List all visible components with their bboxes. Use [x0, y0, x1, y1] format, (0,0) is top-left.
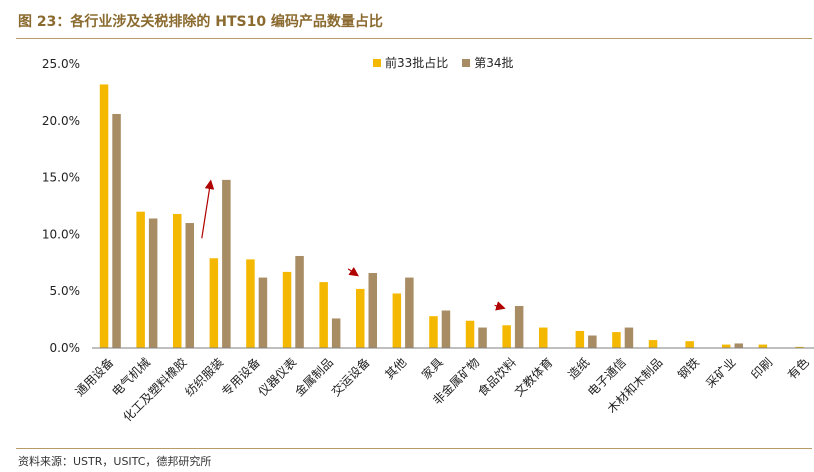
y-tick-label: 20.0% [42, 114, 80, 128]
bar-series2 [478, 327, 487, 348]
bar-chart: 0.0% 5.0% 10.0% 15.0% 20.0% 25.0% 通用设备电气机械化工及… [42, 57, 814, 425]
bar-series2 [734, 343, 743, 348]
bar-series1 [282, 271, 292, 348]
y-tick-label: 10.0% [42, 227, 80, 241]
x-tick-label: 造纸 [565, 355, 592, 382]
bar-series1 [99, 84, 109, 348]
bar-series1 [722, 344, 731, 348]
bar-series1 [795, 346, 804, 348]
x-tick-label: 食品饮料 [474, 355, 519, 400]
annotation-arrow [494, 301, 506, 311]
annotation-arrow [347, 266, 359, 277]
x-tick-label: 交运设备 [328, 355, 373, 400]
bar-series2 [222, 179, 231, 348]
bar-series1 [539, 327, 548, 348]
bar-series2 [185, 223, 194, 348]
x-tick-label: 采矿业 [703, 355, 738, 390]
x-tick-label: 印刷 [748, 355, 775, 382]
bars [99, 84, 804, 348]
y-tick-label: 15.0% [42, 171, 80, 185]
x-tick-label: 纺织服装 [182, 355, 226, 399]
x-tick-label: 文教体育 [511, 355, 556, 400]
legend-label-series1: 前33批占比 [385, 56, 449, 70]
y-tick-label: 25.0% [42, 57, 80, 71]
title-divider [16, 38, 812, 39]
y-axis-ticks: 0.0% 5.0% 10.0% 15.0% 20.0% 25.0% [42, 57, 80, 355]
bar-series2 [148, 218, 158, 348]
bar-series2 [112, 113, 121, 348]
bar-series2 [295, 255, 304, 348]
x-tick-label: 化工及塑料橡胶 [120, 355, 190, 425]
bar-series1 [429, 316, 438, 348]
annotation-arrow [201, 179, 215, 239]
legend: 前33批占比 第34批 [373, 54, 514, 71]
bar-series1 [136, 211, 145, 348]
bar-series1 [685, 341, 694, 348]
bar-series1 [648, 340, 658, 348]
x-tick-label: 有色 [785, 355, 812, 382]
x-tick-label: 金属制品 [291, 355, 336, 400]
bar-series2 [258, 277, 268, 348]
legend-item-series2: 第34批 [462, 54, 514, 71]
bar-series2 [441, 310, 451, 348]
source-note: 资料来源：USTR，USITC，德邦研究所 [18, 455, 212, 468]
chart-title: 图 23：各行业涉及关税排除的 HTS10 编码产品数量占比 [18, 14, 383, 30]
bar-series1 [612, 332, 621, 348]
y-tick-label: 5.0% [50, 284, 81, 298]
bar-series2 [405, 277, 414, 348]
legend-swatch-series1 [373, 58, 381, 67]
bar-series1 [356, 288, 365, 348]
bar-series1 [246, 259, 255, 348]
x-tick-label: 家具 [418, 355, 446, 383]
bar-series1 [392, 293, 402, 348]
bar-series1 [173, 213, 182, 348]
x-tick-label: 专用设备 [218, 355, 263, 400]
x-tick-label: 仪器仪表 [256, 355, 300, 399]
legend-label-series2: 第34批 [474, 56, 514, 70]
bar-series1 [575, 330, 585, 348]
bar-series2 [368, 273, 377, 348]
x-tick-label: 钢铁 [675, 355, 702, 382]
bar-series2 [331, 318, 341, 348]
x-tick-label: 其他 [382, 355, 409, 382]
y-tick-label: 0.0% [50, 341, 81, 355]
bar-series1 [465, 320, 475, 348]
legend-item-series1: 前33批占比 [373, 54, 448, 71]
bar-series1 [319, 282, 328, 348]
bar-series2 [588, 335, 597, 348]
bar-series2 [514, 305, 524, 348]
bar-series1 [502, 325, 511, 348]
bar-series1 [209, 258, 219, 348]
bar-series2 [624, 327, 634, 348]
legend-swatch-series2 [462, 58, 471, 67]
x-tick-label: 通用设备 [73, 355, 117, 399]
annotation-arrows [201, 179, 506, 311]
bar-series1 [758, 344, 768, 348]
source-divider [16, 448, 812, 449]
